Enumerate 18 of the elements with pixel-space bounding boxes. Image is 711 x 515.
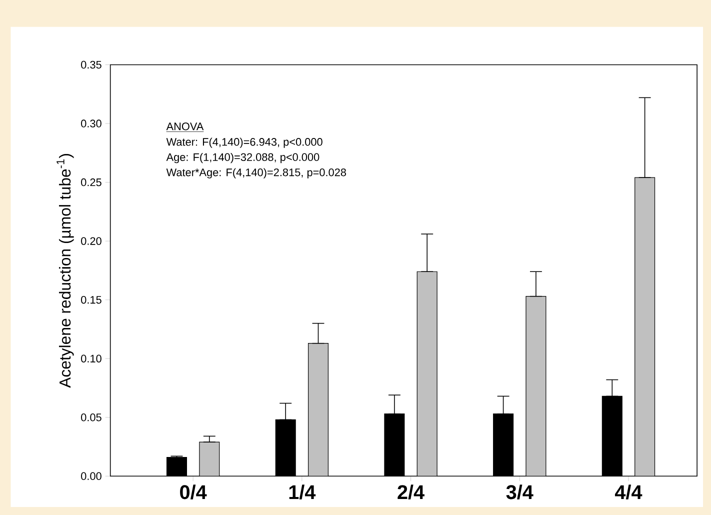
y-tick-label: 0.25 bbox=[81, 178, 102, 186]
x-tick-label: 3/4 bbox=[506, 484, 534, 500]
y-axis-title: Acetylene reduction (µmol tube$^{-1}$) bbox=[56, 154, 74, 388]
y-tick-label: 0.30 bbox=[81, 120, 102, 128]
x-tick-label: 1/4 bbox=[289, 484, 316, 500]
x-tick-label: 2/4 bbox=[398, 484, 424, 500]
x-tick-label: 0/4 bbox=[180, 484, 207, 500]
x-tick-label: 4/4 bbox=[614, 484, 642, 500]
y-tick-label: 0.05 bbox=[81, 414, 102, 422]
annotation: ANOVA bbox=[166, 122, 204, 130]
y-tick-label: 0.20 bbox=[81, 237, 102, 245]
y-tick-label: 0.35 bbox=[81, 60, 102, 69]
annotation: Water: F(4,140)=6.943, p<0.000 bbox=[166, 138, 322, 148]
y-tick-label: 0.15 bbox=[81, 296, 102, 304]
y-tick-label: 0.00 bbox=[81, 472, 102, 480]
annotation: Age: F(1,140)=32.088, p<0.000 bbox=[166, 152, 320, 164]
annotation: Water*Age: F(4,140)=2.815, p=0.028 bbox=[166, 168, 346, 178]
y-tick-label: 0.10 bbox=[81, 354, 102, 362]
